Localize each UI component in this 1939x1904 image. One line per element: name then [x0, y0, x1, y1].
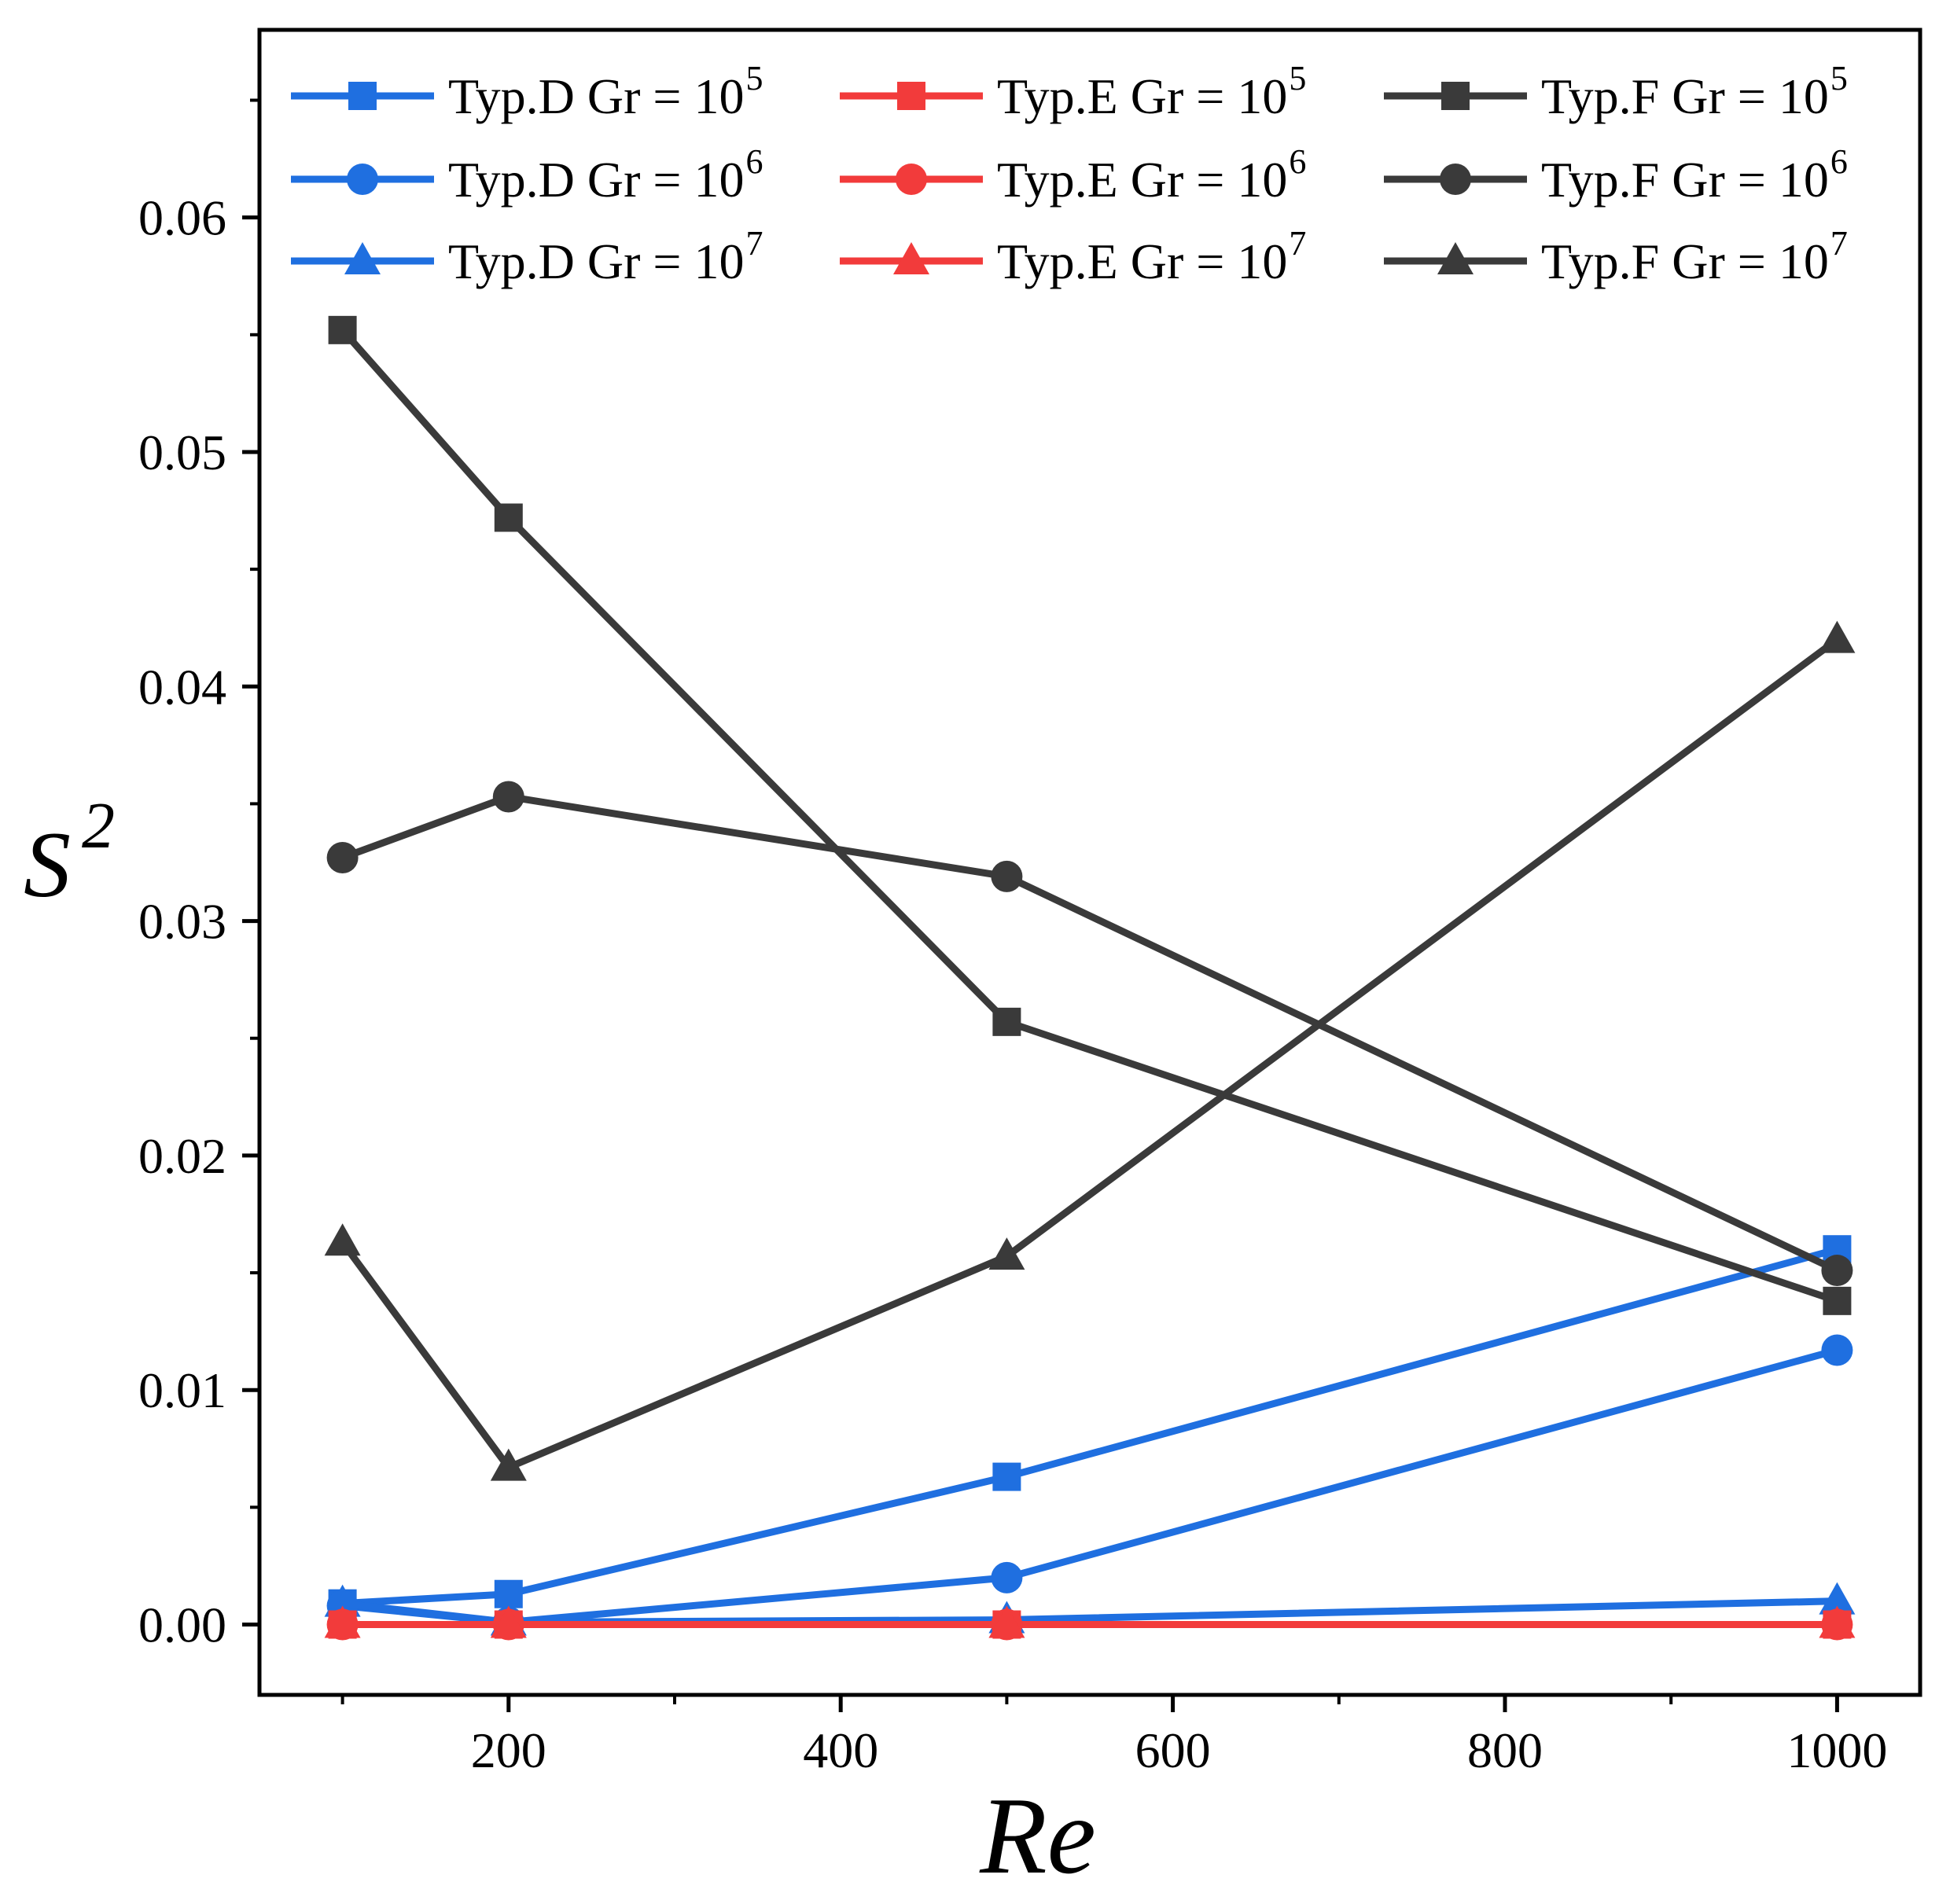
y-tick-label: 0.01	[138, 1362, 226, 1418]
data-point	[490, 1448, 527, 1481]
axes: 200 400 600 800 1000 0.00 0.01 0.02 0.03 0.04 0.05…	[138, 28, 1922, 1778]
legend-label: Typ.F Gr = 10	[1541, 68, 1829, 124]
data-point	[1819, 1582, 1856, 1615]
series-typf-gr10e6	[326, 781, 1853, 1287]
data-point	[1823, 1286, 1852, 1315]
y-tick-label: 0.02	[138, 1128, 226, 1184]
legend-item: Typ.E Gr = 10 7	[840, 224, 1306, 289]
legend-label: Typ.E Gr = 10	[997, 68, 1287, 124]
series-line	[342, 1245, 1838, 1608]
legend-item: Typ.D Gr = 10 6	[291, 142, 763, 208]
legend-label: Typ.E Gr = 10	[997, 152, 1287, 208]
legend-marker	[896, 164, 927, 195]
legend-marker	[897, 82, 925, 110]
data-point	[992, 1462, 1021, 1491]
series-typf-gr10e7	[324, 620, 1856, 1481]
y-tick-label: 0.05	[138, 425, 226, 480]
y-axis-title-superscript: 2	[82, 789, 115, 862]
data-point	[494, 503, 523, 532]
legend-label-superscript: 5	[1830, 59, 1848, 97]
x-axis-title: Re	[979, 1775, 1096, 1897]
legend-label: Typ.D Gr = 10	[448, 233, 744, 289]
series-line	[339, 636, 1840, 1472]
legend-item: Typ.D Gr = 10 5	[291, 59, 763, 124]
legend-label-superscript: 5	[1289, 59, 1306, 97]
series-typd-gr10e5	[328, 1235, 1852, 1618]
data-point	[1819, 620, 1856, 653]
legend-label-superscript: 6	[1830, 142, 1848, 181]
data-point	[988, 1237, 1025, 1270]
y-tick-label: 0.06	[138, 190, 226, 246]
legend-item: Typ.F Gr = 10 6	[1384, 142, 1848, 208]
series-typd-gr10e6	[326, 1334, 1853, 1638]
data-point	[490, 1605, 527, 1638]
series-typf-gr10e5	[328, 315, 1852, 1315]
legend-marker	[1440, 164, 1471, 195]
legend-label: Typ.F Gr = 10	[1541, 152, 1829, 208]
x-tick-label: 800	[1467, 1722, 1543, 1778]
legend-label-superscript: 6	[745, 142, 763, 181]
legend-label: Typ.D Gr = 10	[448, 68, 744, 124]
x-tick-label: 600	[1135, 1722, 1211, 1778]
data-point	[988, 1605, 1025, 1638]
data-point	[991, 1561, 1023, 1593]
legend-item: Typ.D Gr = 10 7	[291, 224, 763, 289]
legend-marker	[344, 242, 381, 274]
data-point	[326, 842, 359, 874]
plot-frame	[257, 28, 1922, 1697]
y-tick-label: 0.04	[138, 659, 226, 715]
legend-label-superscript: 7	[745, 224, 763, 263]
legend-marker	[1441, 82, 1470, 110]
legend-item: Typ.F Gr = 10 5	[1384, 59, 1848, 124]
data-point	[324, 1223, 361, 1256]
legend-label-superscript: 5	[745, 59, 763, 97]
legend-item: Typ.E Gr = 10 5	[840, 59, 1306, 124]
series-line	[341, 792, 1839, 1274]
legend: Typ.D Gr = 10 5 Typ.E Gr = 10 5 Typ.F Gr = 1…	[291, 59, 1848, 289]
data-point	[324, 1605, 361, 1638]
x-tick-label: 400	[803, 1722, 878, 1778]
x-tick-label: 200	[471, 1722, 546, 1778]
data-point	[1821, 1255, 1853, 1287]
x-tick-label: 1000	[1786, 1722, 1887, 1778]
data-point	[492, 781, 524, 813]
legend-label-superscript: 6	[1289, 142, 1306, 181]
data-point	[992, 1007, 1021, 1036]
series-line	[342, 1597, 1838, 1626]
data-point	[324, 1584, 361, 1617]
data-point	[1819, 1605, 1856, 1638]
y-tick-label: 0.00	[138, 1597, 226, 1653]
legend-item: Typ.E Gr = 10 6	[840, 142, 1306, 208]
legend-label: Typ.D Gr = 10	[448, 152, 744, 208]
legend-marker	[347, 164, 378, 195]
y-tick-label: 0.03	[138, 894, 226, 950]
legend-marker	[893, 242, 929, 274]
data-point	[991, 860, 1023, 892]
data-point	[328, 315, 357, 344]
legend-item: Typ.F Gr = 10 7	[1384, 224, 1848, 289]
series-type-gr10e7	[324, 1605, 1856, 1638]
legend-label-superscript: 7	[1830, 224, 1848, 263]
series-layer	[324, 315, 1856, 1641]
legend-label-superscript: 7	[1289, 224, 1306, 263]
legend-label: Typ.E Gr = 10	[997, 233, 1287, 289]
series-line	[340, 327, 1838, 1305]
legend-marker	[348, 82, 377, 110]
data-point	[1821, 1334, 1853, 1366]
y-axis-title: S	[24, 812, 71, 917]
legend-label: Typ.F Gr = 10	[1541, 233, 1829, 289]
legend-marker	[1437, 242, 1474, 274]
